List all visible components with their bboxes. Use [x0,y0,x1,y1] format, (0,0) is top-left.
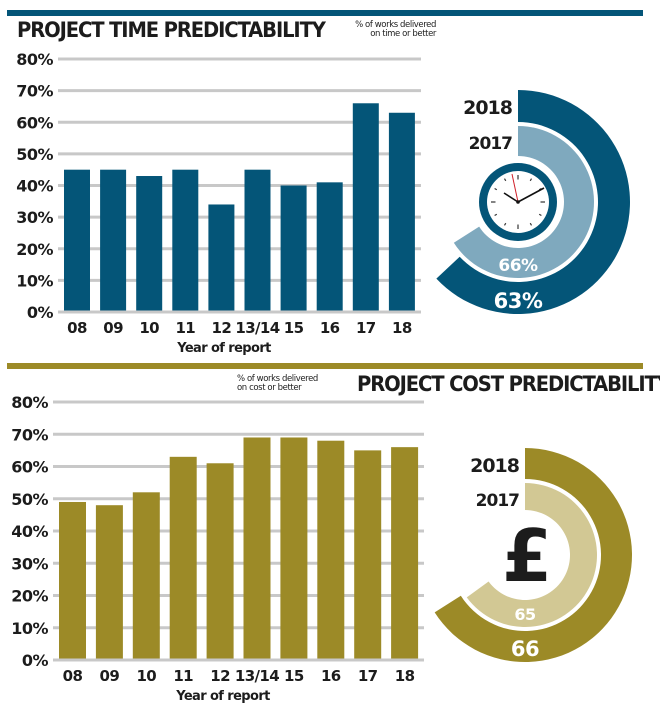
x-tick-label: 16 [321,667,341,685]
x-tick-label: 08 [63,667,83,685]
bar-15 [280,185,307,312]
bar-10 [132,492,160,660]
radial-value-2017: 65 [514,605,536,624]
bar-18 [388,112,415,312]
cost-chart-title: PROJECT COST PREDICTABILITY [357,372,660,396]
x-tick-label: 12 [210,667,230,685]
time-chart-subtitle: % of works delivered on time or better [355,20,436,39]
y-tick-label: 30% [16,208,53,227]
x-axis-title: Year of report [176,341,271,356]
bar-12 [206,463,234,660]
x-tick-label: 15 [284,667,304,685]
y-tick-label: 50% [16,145,53,164]
x-tick-label: 18 [395,667,415,685]
bar-17 [352,103,379,313]
bar-12 [208,204,235,312]
y-tick-label: 0% [27,303,54,322]
x-tick-label: 09 [103,319,123,337]
radial-ring-2018 [436,90,630,314]
y-tick-label: 50% [11,490,48,509]
bar-11 [169,456,197,660]
radial-ring-2017 [466,483,597,628]
x-tick-label: 11 [175,319,195,337]
y-tick-label: 60% [11,458,48,477]
bar-16 [317,440,345,660]
y-tick-label: 60% [16,113,53,132]
y-tick-label: 40% [11,522,48,541]
radial-label-2017: 2017 [476,491,519,511]
radial-ring-2018 [434,448,632,663]
x-tick-label: 17 [358,667,378,685]
y-tick-label: 80% [11,393,48,412]
x-tick-label: 13/14 [235,319,279,337]
bar-13-14 [244,169,271,312]
x-tick-label: 11 [173,667,193,685]
bar-08 [64,169,90,312]
bar-09 [95,505,123,660]
radial-value-2017: 66% [498,256,538,276]
time-chart-title: PROJECT TIME PREDICTABILITY [17,18,326,42]
x-tick-label: 16 [320,319,340,337]
x-tick-label: 15 [284,319,304,337]
bar-11 [172,169,199,312]
pound-sign-icon: £ [502,514,552,598]
radial-label-2018: 2018 [470,455,520,477]
bar-10 [136,176,163,312]
cost-chart-subtitle: % of works delivered on cost or better [237,374,318,393]
bar-09 [100,169,127,312]
x-tick-label: 18 [392,319,412,337]
x-tick-label: 17 [356,319,376,337]
radial-value-2018: 66 [511,637,539,661]
y-tick-label: 80% [16,50,53,69]
radial-label-2017: 2017 [469,134,512,154]
y-tick-label: 30% [11,554,48,573]
x-tick-label: 08 [67,319,87,337]
y-tick-label: 40% [16,177,53,196]
bar-17 [354,450,382,660]
time-radial-chart: 2018 2017 63% 66% [436,90,630,314]
y-tick-label: 70% [11,425,48,444]
clock-icon [474,158,562,246]
cost-section-rule [7,363,643,369]
y-tick-label: 0% [22,651,49,670]
x-tick-label: 09 [100,667,120,685]
radial-ring-2017 [453,126,595,278]
time-bar-chart: 0% 10% 20% 30% 40% 50% 60% 70% 80% 08 09 10 11 12 13/1… [16,50,421,356]
y-tick-label: 10% [11,619,48,638]
radial-label-2018: 2018 [463,97,513,119]
bar-16 [316,182,343,312]
x-tick-label: 12 [212,319,232,337]
x-tick-label: 13/14 [235,667,279,685]
bar-18 [391,447,419,660]
x-tick-label: 10 [136,667,156,685]
y-tick-label: 20% [11,587,48,606]
bar-13-14 [243,437,271,660]
bar-15 [280,437,308,660]
time-section-rule [7,10,643,16]
x-axis-title: Year of report [175,689,270,704]
y-tick-label: 70% [16,82,53,101]
y-tick-label: 10% [16,271,53,290]
y-tick-label: 20% [16,240,53,259]
bar-08 [59,501,86,660]
x-tick-label: 10 [139,319,159,337]
radial-value-2018: 63% [494,289,543,313]
